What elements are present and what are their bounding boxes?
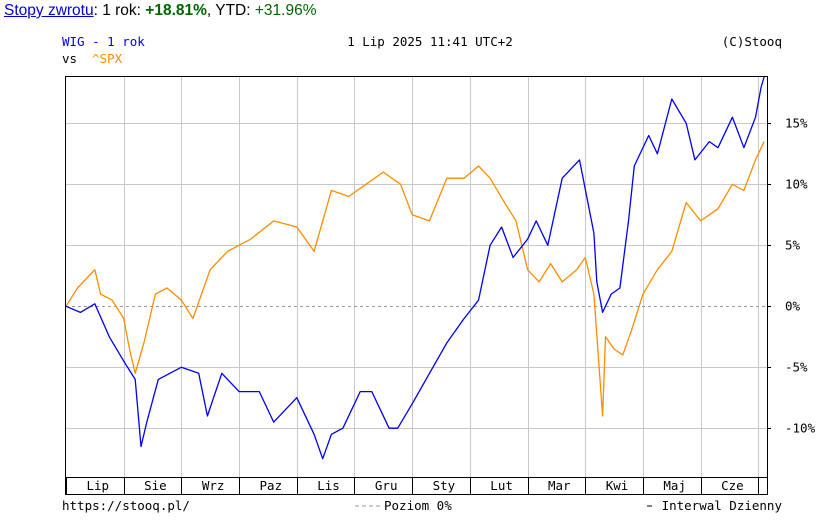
compare-series-label: ^SPX	[92, 51, 123, 66]
y-tick-label: 5%	[785, 238, 801, 253]
source-url[interactable]: https://stooq.pl/	[62, 498, 190, 513]
y-axis: -10% -5% 0% 5% 10% 15%	[767, 116, 816, 436]
x-tick-label: Lis	[317, 478, 340, 493]
x-tick-label: Lip	[86, 478, 109, 493]
x-tick-label: Cze	[721, 478, 744, 493]
x-tick-label: Sty	[433, 478, 456, 493]
returns-link[interactable]: Stopy zwrotu	[4, 2, 94, 19]
period-text: : 1 rok:	[93, 2, 146, 19]
y-tick-label: 10%	[785, 177, 808, 192]
x-tick-label: Gru	[375, 478, 398, 493]
returns-summary: Stopy zwrotu: 1 rok: +18.81%, YTD: +31.9…	[4, 2, 317, 20]
x-axis-band	[65, 477, 768, 495]
series-label: WIG - 1 rok	[62, 34, 145, 49]
x-tick-label: Kwi	[606, 478, 629, 493]
chart-timestamp: 1 Lip 2025 11:41 UTC+2	[347, 34, 513, 49]
vs-label: vs	[62, 51, 77, 66]
x-axis: Lip Sie Wrz Paz Lis Gru Sty Lut Mar Kwi Maj Cze	[65, 477, 768, 495]
spx-series-line	[65, 141, 765, 417]
ytd-return: +31.96%	[254, 2, 317, 19]
one-year-return: +18.81%	[145, 2, 207, 19]
y-tick-label: 15%	[785, 116, 808, 131]
x-tick-label: Wrz	[202, 478, 225, 493]
baseline-legend-label: Poziom 0%	[384, 498, 452, 513]
y-tick-label: 0%	[785, 299, 801, 314]
interval-label: Interwal Dzienny	[662, 498, 783, 513]
ytd-text: , YTD:	[206, 2, 255, 19]
x-tick-label: Maj	[663, 478, 686, 493]
series-layer	[65, 76, 765, 460]
x-tick-label: Lut	[490, 478, 513, 493]
x-tick-label: Paz	[260, 478, 283, 493]
wig-series-line	[65, 76, 765, 460]
copyright-label: (C)Stooq	[722, 34, 782, 49]
y-tick-label: -10%	[785, 421, 816, 436]
chart-grid	[66, 77, 767, 477]
x-tick-label: Mar	[548, 478, 571, 493]
y-tick-label: -5%	[785, 360, 808, 375]
x-tick-label: Sie	[144, 478, 167, 493]
